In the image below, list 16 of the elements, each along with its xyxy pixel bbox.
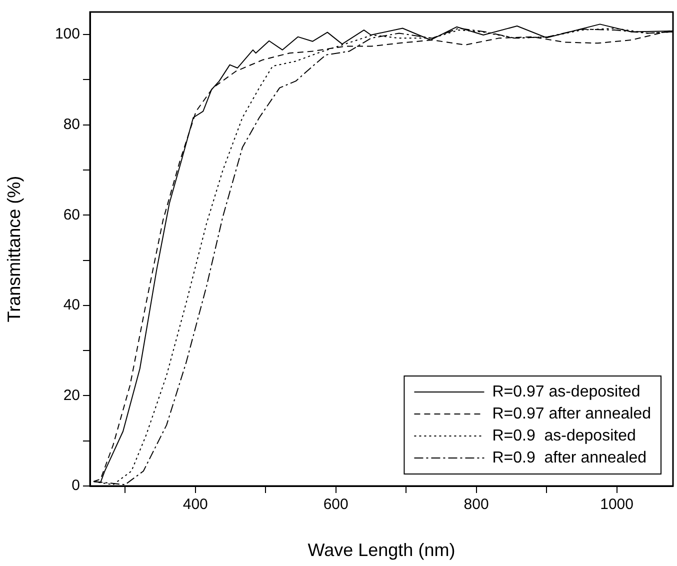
y-tick-label: 80 xyxy=(63,116,80,133)
y-tick-label: 100 xyxy=(54,26,80,43)
x-tick-label: 400 xyxy=(182,496,208,514)
y-tick-label: 20 xyxy=(63,386,80,404)
y-tick-label: 60 xyxy=(63,206,80,224)
x-tick-label: 800 xyxy=(464,496,489,514)
x-tick-label: 600 xyxy=(323,496,348,514)
legend-label: R=0.9 as-deposited xyxy=(492,427,636,444)
y-axis-title: Transmittance (%) xyxy=(4,176,24,322)
x-axis-title: Wave Length (nm) xyxy=(308,540,456,560)
legend-label: R=0.9 after annealed xyxy=(492,449,647,466)
y-tick-label: 40 xyxy=(63,296,80,314)
x-tick-label: 1000 xyxy=(600,496,634,514)
legend-label: R=0.97 after annealed xyxy=(492,405,652,422)
legend-label: R=0.97 as-deposited xyxy=(492,383,640,400)
y-tick-label: 0 xyxy=(72,477,80,494)
